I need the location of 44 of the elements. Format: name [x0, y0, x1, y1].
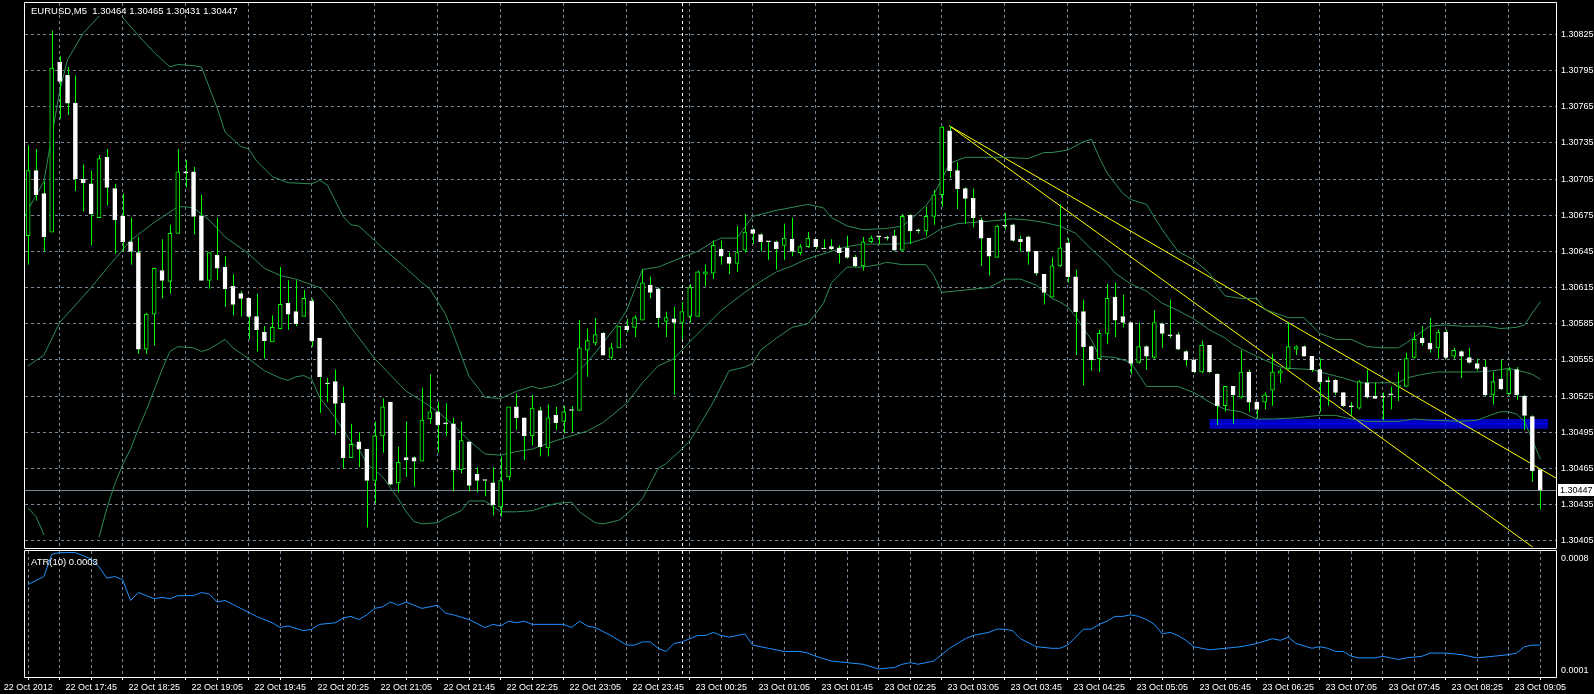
y-tick-label: 1.30705	[1561, 173, 1594, 184]
x-tick-label: 23 Oct 00:25	[695, 681, 747, 692]
ref-line-label: 1.30447	[1560, 485, 1593, 496]
x-tick-label: 23 Oct 06:25	[1262, 681, 1315, 692]
y-tick-label: 0.0008	[1561, 553, 1589, 564]
x-tick-label: 22 Oct 2012	[3, 681, 53, 692]
x-tick-label: 22 Oct 23:05	[569, 681, 621, 692]
x-tick-label: 23 Oct 04:25	[1073, 681, 1125, 692]
x-tick-label: 23 Oct 02:25	[884, 681, 936, 692]
x-tick-label: 23 Oct 07:05	[1325, 681, 1378, 692]
y-tick-label: 1.30765	[1561, 101, 1594, 112]
y-tick-label: 1.30465	[1561, 462, 1594, 473]
y-tick-label: 1.30675	[1561, 209, 1594, 220]
x-tick-label: 22 Oct 21:45	[443, 681, 495, 692]
y-tick-label: 1.30645	[1561, 245, 1594, 256]
x-tick-label: 23 Oct 05:45	[1199, 681, 1251, 692]
x-tick-label: 22 Oct 22:25	[506, 681, 558, 692]
x-tick-label: 22 Oct 17:45	[65, 681, 117, 692]
y-tick-label: 1.30435	[1561, 499, 1594, 510]
x-tick-label: 23 Oct 03:05	[947, 681, 999, 692]
x-tick-label: 23 Oct 09:05	[1514, 681, 1567, 692]
x-tick-label: 23 Oct 08:25	[1451, 681, 1504, 692]
x-tick-label: 22 Oct 18:25	[128, 681, 180, 692]
x-tick-label: 23 Oct 07:45	[1388, 681, 1441, 692]
y-tick-label: 1.30555	[1561, 354, 1594, 365]
y-tick-label: 1.30585	[1561, 318, 1594, 329]
x-tick-label: 23 Oct 01:45	[821, 681, 873, 692]
x-tick-label: 22 Oct 20:25	[317, 681, 369, 692]
x-tick-label: 22 Oct 19:45	[254, 681, 306, 692]
y-tick-label: 1.30405	[1561, 535, 1594, 546]
x-tick-label: 23 Oct 03:45	[1010, 681, 1062, 692]
chart-title: EURUSD,M5 1.30464 1.30465 1.30431 1.30447	[31, 5, 238, 17]
y-tick-label: 1.30525	[1561, 390, 1594, 401]
y-tick-label: 1.30615	[1561, 282, 1594, 293]
y-tick-label: 1.30495	[1561, 426, 1594, 437]
x-tick-label: 22 Oct 23:45	[632, 681, 684, 692]
y-tick-label: 1.30795	[1561, 65, 1594, 76]
y-tick-label: 0.0001	[1561, 665, 1589, 676]
x-tick-label: 23 Oct 01:05	[758, 681, 810, 692]
x-tick-label: 22 Oct 21:05	[380, 681, 432, 692]
y-tick-label: 1.30825	[1561, 28, 1594, 39]
x-tick-label: 22 Oct 19:05	[191, 681, 243, 692]
y-tick-label: 1.30735	[1561, 137, 1594, 148]
x-tick-label: 23 Oct 05:05	[1136, 681, 1188, 692]
